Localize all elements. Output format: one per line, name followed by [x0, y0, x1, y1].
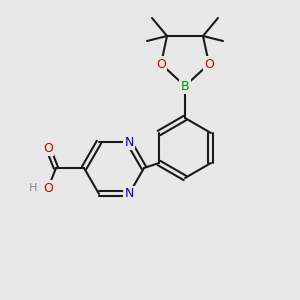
Text: O: O — [43, 182, 53, 194]
Text: N: N — [124, 136, 134, 148]
Text: O: O — [43, 142, 53, 154]
Text: O: O — [204, 58, 214, 70]
Text: O: O — [156, 58, 166, 70]
Text: B: B — [181, 80, 189, 92]
Text: N: N — [124, 188, 134, 200]
Text: H: H — [28, 183, 37, 193]
